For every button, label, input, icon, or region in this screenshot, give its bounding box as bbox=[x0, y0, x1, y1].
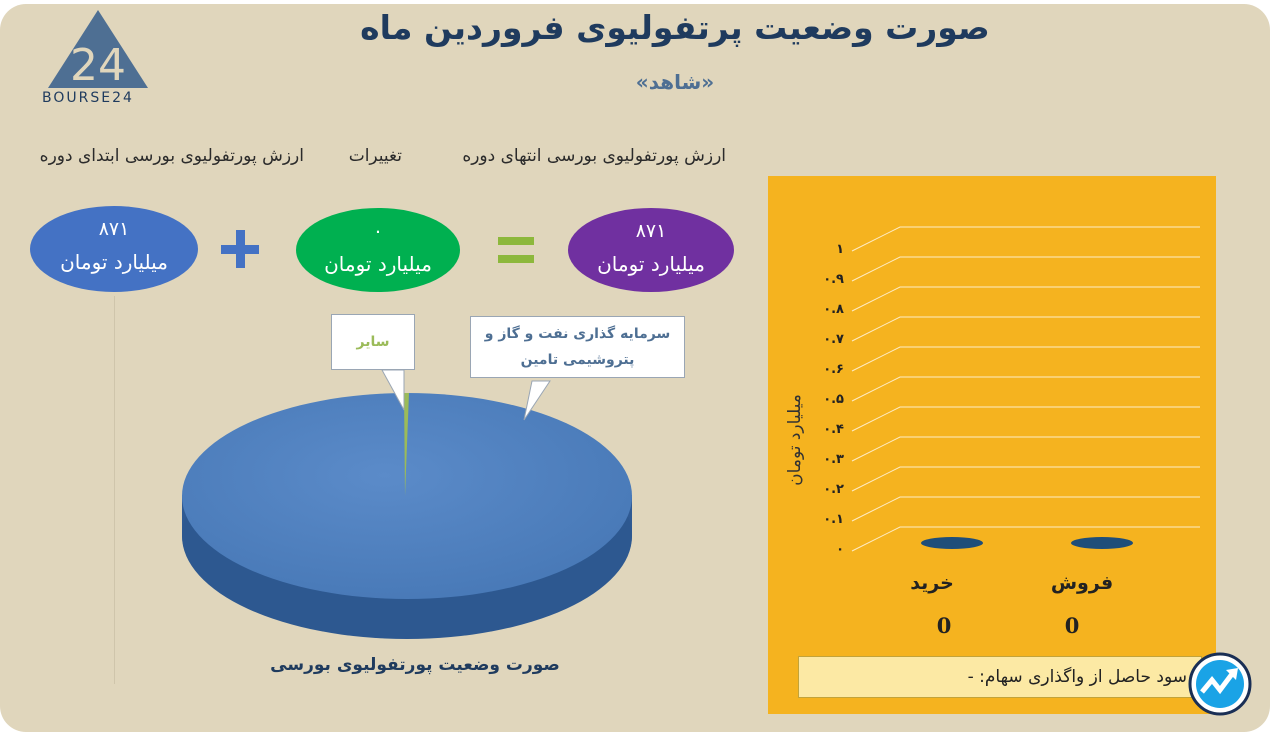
y-tick-label: ۰.۶ bbox=[823, 362, 844, 377]
pie-chart bbox=[182, 369, 632, 639]
pie-slice-other bbox=[404, 393, 409, 496]
end-value-unit: میلیارد تومان bbox=[597, 252, 705, 276]
y-tick-label: ۰.۵ bbox=[823, 392, 844, 407]
gridline bbox=[851, 286, 1200, 312]
callout-other-pointer bbox=[381, 369, 405, 411]
page-title: صورت وضعیت پرتفولیوی فروردین ماه bbox=[360, 8, 990, 47]
callout-other: سایر bbox=[331, 314, 415, 370]
change-value-ellipse: ۰ میلیارد تومان bbox=[296, 208, 460, 292]
gridline bbox=[851, 256, 1200, 282]
logo-mark: 24 bbox=[70, 40, 126, 91]
gridline bbox=[851, 376, 1200, 402]
y-tick-label: ۰.۹ bbox=[823, 272, 844, 287]
data-label-sell: 0 bbox=[1064, 613, 1080, 638]
category-label-sell: فروش bbox=[1050, 572, 1114, 594]
end-value-number: ۸۷۱ bbox=[635, 220, 667, 242]
end-value-header: ارزش پورتفولیوی بورسی انتهای دوره bbox=[462, 146, 726, 166]
y-tick-label: ۰.۲ bbox=[823, 482, 844, 497]
change-value-unit: میلیارد تومان bbox=[324, 252, 432, 276]
data-label-buy: 0 bbox=[936, 613, 952, 638]
callout-main: سرمایه گذاری نفت و گاز و پتروشیمی تامین bbox=[470, 316, 685, 378]
page-subtitle: «شاهد» bbox=[635, 70, 715, 94]
pie-slice-main bbox=[182, 393, 632, 599]
gridline bbox=[851, 346, 1200, 372]
start-value-header: ارزش پورتفولیوی بورسی ابتدای دوره bbox=[39, 146, 304, 166]
y-tick-label: ۰.۴ bbox=[823, 422, 844, 437]
start-value-ellipse: ۸۷۱ میلیارد تومان bbox=[30, 206, 198, 292]
profit-footer: سود حاصل از واگذاری سهام: - bbox=[798, 656, 1202, 698]
start-value-unit: میلیارد تومان bbox=[60, 250, 168, 274]
divider-line bbox=[114, 296, 115, 684]
gridline bbox=[851, 316, 1200, 342]
trend-badge-icon bbox=[1188, 652, 1252, 716]
gridline bbox=[851, 526, 1200, 552]
gridline bbox=[851, 466, 1200, 492]
pie-caption: صورت وضعیت پورتفولیوی بورسی bbox=[270, 655, 560, 675]
change-value-number: ۰ bbox=[372, 220, 384, 242]
bar-0 bbox=[921, 537, 983, 549]
callout-main-pointer bbox=[523, 380, 551, 421]
y-tick-label: ۰.۱ bbox=[823, 512, 844, 527]
gridline bbox=[851, 496, 1200, 522]
plus-icon-v bbox=[236, 230, 245, 268]
start-value-number: ۸۷۱ bbox=[98, 218, 130, 240]
gridline bbox=[851, 226, 1200, 252]
y-tick-label: ۰.۷ bbox=[823, 332, 844, 347]
y-tick-label: ۱ bbox=[836, 242, 844, 257]
equals-icon-top bbox=[498, 237, 534, 245]
y-tick-label: ۰.۳ bbox=[823, 452, 844, 467]
logo-text: BOURSE24 bbox=[42, 90, 134, 106]
bar-chart bbox=[851, 226, 1200, 552]
equals-icon-bottom bbox=[498, 255, 534, 263]
gridline bbox=[851, 436, 1200, 462]
bourse24-logo: 24 bbox=[48, 10, 148, 91]
y-tick-label: ۰.۸ bbox=[823, 302, 844, 317]
end-value-ellipse: ۸۷۱ میلیارد تومان bbox=[568, 208, 734, 292]
category-label-buy: خرید bbox=[910, 572, 954, 594]
bar-chart-panel bbox=[768, 176, 1216, 714]
y-tick-label: ۰ bbox=[836, 542, 844, 557]
bar-1 bbox=[1071, 537, 1133, 549]
changes-header: تغییرات bbox=[348, 146, 402, 166]
gridline bbox=[851, 406, 1200, 432]
